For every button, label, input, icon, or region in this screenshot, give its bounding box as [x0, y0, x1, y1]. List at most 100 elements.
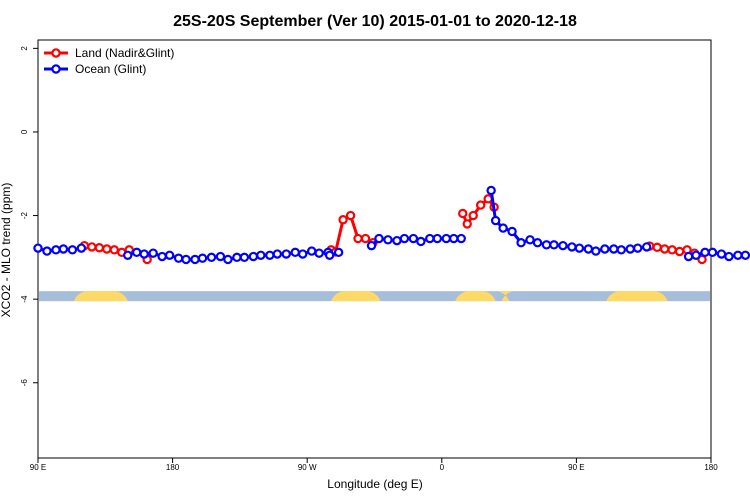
data-point — [700, 247, 710, 258]
series-layer — [33, 185, 750, 265]
data-point — [173, 253, 184, 263]
data-point — [333, 247, 344, 258]
data-point — [574, 243, 585, 253]
data-point — [102, 244, 112, 254]
data-point — [58, 244, 69, 254]
data-point — [248, 251, 259, 262]
data-point — [306, 246, 317, 256]
data-point — [360, 233, 371, 244]
data-point — [716, 249, 727, 259]
data-point — [123, 250, 133, 260]
data-point — [583, 244, 594, 254]
data-point — [374, 233, 384, 244]
x-axis-label: Longitude (deg E) — [327, 477, 422, 491]
y-tick-label: 0 — [20, 129, 29, 134]
data-point — [456, 233, 466, 244]
data-point — [190, 254, 200, 265]
y-tick-label: -6 — [20, 379, 29, 387]
data-point — [691, 250, 701, 260]
data-point — [94, 243, 105, 253]
y-axis-label: XCO2 - MLO trend (ppm) — [0, 183, 13, 318]
data-point — [239, 252, 250, 263]
land-region — [73, 291, 128, 302]
x-tick-label: 180 — [704, 463, 718, 472]
data-point — [215, 251, 226, 262]
data-point — [625, 244, 635, 254]
data-point — [232, 252, 242, 263]
data-point — [157, 251, 167, 262]
data-point — [425, 233, 435, 244]
land-region — [331, 291, 381, 302]
data-point — [366, 240, 377, 251]
data-point — [683, 251, 694, 262]
data-point — [507, 226, 517, 237]
series-ocean — [33, 185, 750, 265]
data-point — [591, 246, 601, 256]
data-point — [132, 247, 142, 258]
data-point — [416, 236, 426, 247]
data-point — [733, 250, 743, 260]
data-point — [458, 208, 468, 219]
data-point — [707, 247, 718, 258]
data-point — [197, 253, 208, 263]
data-point — [641, 242, 652, 252]
data-point — [51, 245, 61, 255]
data-point — [567, 242, 577, 252]
data-point — [541, 240, 552, 250]
data-point — [408, 233, 419, 244]
legend: Land (Nadir&Glint) Ocean (Glint) — [44, 46, 174, 76]
x-tick-label: 90 E — [30, 463, 46, 472]
x-tick-label: 90 W — [298, 463, 317, 472]
data-point — [441, 233, 451, 244]
data-point — [468, 210, 478, 221]
data-point — [383, 235, 393, 245]
data-point — [475, 200, 486, 210]
data-point — [674, 246, 685, 257]
land-ocean-mask — [39, 291, 710, 302]
data-point — [87, 242, 97, 252]
data-point — [265, 250, 275, 260]
x-tick-label: 90 E — [568, 463, 584, 472]
data-point — [148, 248, 158, 258]
legend-marker — [51, 64, 61, 74]
data-point — [42, 246, 52, 256]
data-point — [181, 254, 191, 265]
data-point — [164, 250, 175, 260]
data-point — [272, 249, 282, 259]
data-point — [659, 244, 670, 254]
data-point — [633, 243, 643, 253]
data-point — [33, 243, 43, 253]
land-region — [606, 291, 668, 302]
chart-title: 25S-20S September (Ver 10) 2015-01-01 to… — [173, 13, 577, 30]
data-point — [525, 235, 535, 245]
data-point — [600, 244, 610, 254]
data-point — [667, 245, 677, 255]
data-point — [549, 240, 559, 250]
x-tick-label: 180 — [166, 463, 180, 472]
data-point — [109, 245, 119, 255]
land-region — [497, 291, 514, 302]
data-point — [298, 249, 308, 259]
legend-label: Land (Nadir&Glint) — [75, 46, 174, 60]
data-point — [558, 240, 568, 251]
data-point — [392, 235, 402, 246]
series-line — [489, 190, 647, 253]
data-point — [616, 245, 626, 255]
y-tick-label: -4 — [20, 295, 29, 303]
data-point — [345, 210, 356, 221]
data-point — [490, 215, 501, 226]
data-point — [206, 252, 217, 263]
data-point — [740, 250, 750, 260]
y-tick-label: -2 — [20, 211, 29, 219]
data-point — [462, 219, 472, 229]
legend-label: Ocean (Glint) — [75, 62, 146, 76]
data-point — [353, 233, 363, 244]
data-point — [652, 242, 662, 253]
data-point — [399, 233, 410, 244]
x-tick-label: 0 — [440, 463, 445, 472]
data-point — [223, 254, 233, 265]
data-point — [67, 245, 78, 255]
series-line — [330, 213, 374, 255]
data-point — [290, 247, 300, 258]
